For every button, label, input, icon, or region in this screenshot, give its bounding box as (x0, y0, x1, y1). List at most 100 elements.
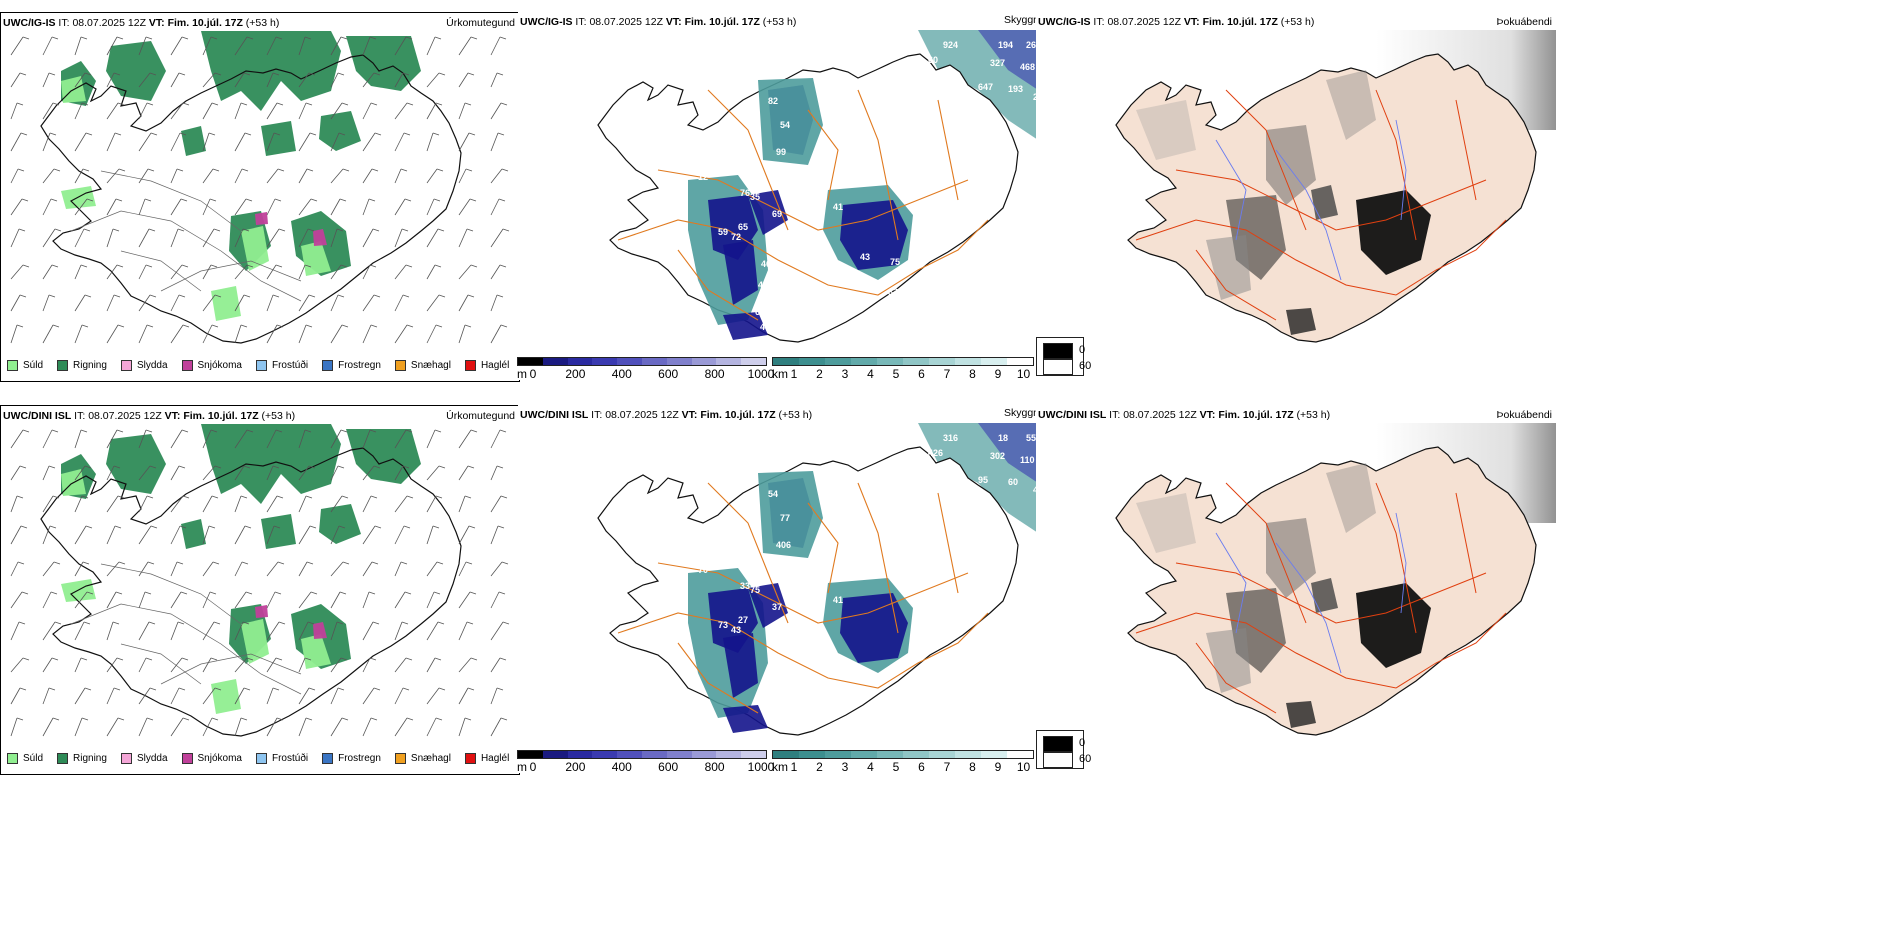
scale-tick: 9 (994, 760, 1002, 774)
visibility-value-label: 43 (1033, 485, 1036, 495)
scale-cell (542, 358, 568, 365)
scale-cell (799, 358, 825, 365)
fog-legend-bottom: 0 60 (1036, 730, 1091, 769)
legend-swatch (394, 360, 406, 371)
visibility-value-label: 76 (740, 188, 750, 198)
precip-panel-top: UWC/IG-IS IT: 08.07.2025 12Z VT: Fim. 10… (0, 12, 520, 382)
visibility-value-label: 327 (990, 58, 1005, 68)
legend-swatch (120, 753, 132, 764)
visibility-value-label: 72 (731, 232, 741, 242)
visibility-scale-bottom: km 1 2 3 4 5 6 7 8 9 10 (772, 750, 1034, 774)
scale-tick: 8 (969, 367, 976, 381)
visibility-value-label: 37 (772, 602, 782, 612)
visibility-value-label: 264 (1026, 40, 1036, 50)
precip-type-title: Úrkomutegund (446, 17, 515, 29)
scale-cell (567, 358, 593, 365)
visibility-value-label: 82 (768, 96, 778, 106)
legend-label: Rigning (73, 360, 107, 371)
scale-cell (877, 358, 903, 365)
scale-cell (592, 358, 618, 365)
legend-swatch (255, 360, 267, 371)
visibility-value-label: 75 (750, 585, 760, 595)
visibility-title: Skyggni (1004, 14, 1042, 26)
legend-label: Frostúði (271, 360, 309, 371)
scale-cell (929, 358, 955, 365)
visibility-value-label: 924 (943, 40, 958, 50)
fog-legend-label: 0 (1079, 344, 1086, 356)
visibility-value-label: 555 (1026, 433, 1036, 443)
visibility-value-label: 41 (833, 595, 843, 605)
scale-tick: 3 (841, 760, 849, 774)
legend-swatch (57, 753, 69, 764)
fog-legend-swatch (1043, 359, 1073, 375)
scale-tick: 8 (969, 760, 976, 774)
legend-swatch (181, 360, 193, 371)
precip-legend-item: Súld (7, 360, 43, 371)
scale-tick: 6 (918, 367, 925, 381)
cloudbase-panel-bottom: UWC/DINI ISL IT: 08.07.2025 12Z VT: Fim.… (518, 405, 1036, 773)
scale-cell (716, 751, 742, 758)
visibility-value-label: 46 (761, 259, 771, 269)
visibility-value-label: 43 (860, 252, 870, 262)
visibility-value-label: 35 (750, 192, 760, 202)
visibility-value-label: 406 (776, 540, 791, 550)
scale-tick: 400 (611, 367, 632, 381)
fog-legend-label: 60 (1079, 753, 1092, 765)
visibility-value-label: 54 (768, 489, 778, 499)
scale-tick: 6 (918, 760, 925, 774)
scale-cell (592, 751, 618, 758)
legend-label: Slydda (136, 360, 168, 371)
visibility-value-label: 193 (1008, 84, 1023, 94)
legend-swatch (322, 753, 334, 764)
visibility-value-label: 48 (773, 340, 783, 350)
scale-unit: m (517, 367, 527, 381)
scale-tick: 1 (790, 760, 798, 774)
visibility-value-label: 73 (718, 620, 728, 630)
visibility-value-label: 77 (780, 513, 790, 523)
visibility-value-label: 60 (1008, 477, 1018, 487)
visibility-value-label: 44 (751, 340, 761, 350)
visibility-value-label: 281 (920, 110, 935, 120)
visibility-value-label: 86 (998, 535, 1008, 545)
precip-legend-item: Frostregn (322, 753, 381, 764)
visibility-value-label: 27 (738, 615, 748, 625)
scale-cell (641, 358, 667, 365)
visibility-value-label: 59 (718, 227, 728, 237)
scale-cell (773, 358, 799, 365)
scale-cell (542, 751, 568, 758)
visibility-value-label: 18 (998, 433, 1008, 443)
precip-legend-item: Snjókoma (181, 360, 242, 371)
legend-swatch (255, 753, 267, 764)
legend-label: Frostregn (338, 753, 381, 764)
precip-legend-item: Haglél (464, 753, 509, 764)
scale-tick: 7 (943, 760, 951, 774)
scale-cell (691, 358, 717, 365)
visibility-value-label: 293 (1033, 92, 1036, 102)
scale-cell (929, 751, 955, 758)
scale-unit: m (517, 760, 527, 774)
scale-cell (903, 751, 929, 758)
scale-tick: 600 (658, 760, 679, 774)
visibility-value-label: 60 (928, 55, 938, 65)
visibility-value-label: 78 (858, 276, 868, 286)
visibility-value-label: 302 (990, 451, 1005, 461)
scale-tick: 4 (867, 367, 874, 381)
scale-tick: 400 (611, 760, 632, 774)
precip-legend-item: Snjókoma (181, 753, 242, 764)
precip-legend-item: Frostúði (255, 753, 308, 764)
scale-tick: 1000 (747, 760, 775, 774)
precip-legend-item: Frostúði (255, 360, 309, 371)
scale-cell (851, 358, 877, 365)
visibility-value-label: 33 (740, 581, 750, 591)
precip-legend-item: Slydda (120, 360, 168, 371)
cloudbase-scale-top: m 0 200 400 600 800 1000 (517, 357, 774, 381)
scale-cell (825, 358, 851, 365)
legend-swatch (464, 753, 476, 764)
precip-legend-item: Snæhagl (394, 360, 451, 371)
visibility-value-label: 95 (978, 475, 988, 485)
scale-cell (617, 751, 642, 758)
precip-legend-item: Haglél (464, 360, 510, 371)
legend-label: Haglél (480, 360, 510, 371)
scale-tick: 3 (841, 367, 849, 381)
panel-title: UWC/DINI ISL IT: 08.07.2025 12Z VT: Fim.… (520, 409, 813, 421)
